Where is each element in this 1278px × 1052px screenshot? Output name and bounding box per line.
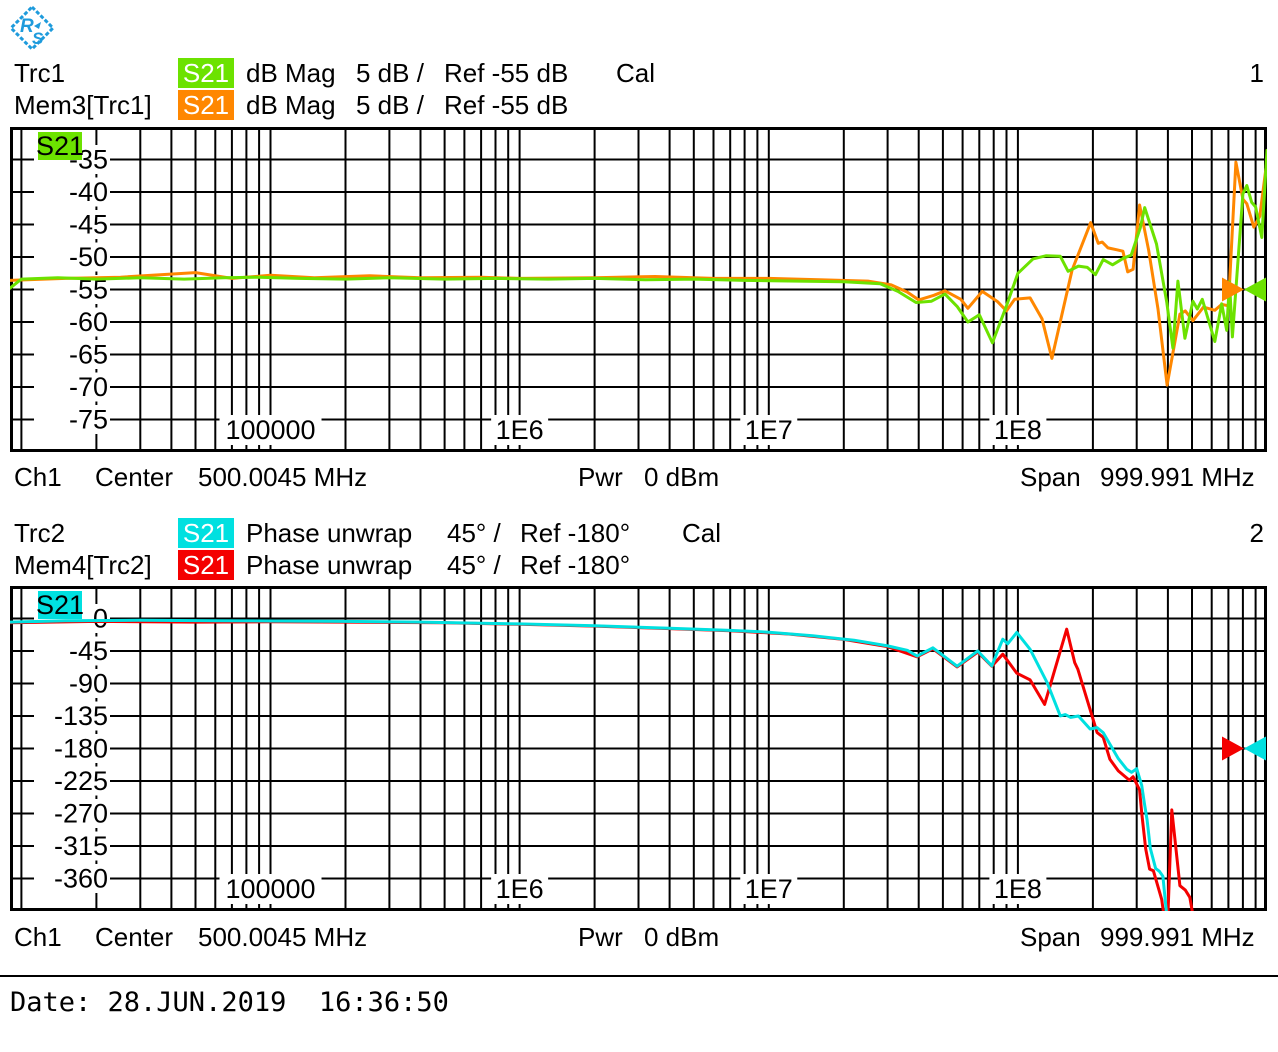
trace2-cal-flag: Cal xyxy=(682,518,722,548)
trace1-ref: Ref -55 dB xyxy=(444,58,569,88)
mem3-meas-badge: S21 xyxy=(178,90,234,120)
svg-text:R: R xyxy=(20,16,34,37)
span-label: Span xyxy=(1020,462,1081,492)
svg-text:-135: -135 xyxy=(54,701,108,731)
svg-text:-50: -50 xyxy=(69,242,108,272)
svg-text:100000: 100000 xyxy=(225,874,315,904)
svg-text:S21: S21 xyxy=(36,590,84,620)
mem4-name: Mem4[Trc2] xyxy=(14,550,152,580)
center-value: 500.0045 MHz xyxy=(198,922,368,952)
svg-text:1E7: 1E7 xyxy=(745,874,793,904)
trace2-format: Phase unwrap xyxy=(246,518,413,548)
mem3-name: Mem3[Trc1] xyxy=(14,90,152,120)
trace1-scale: 5 dB / xyxy=(356,58,424,88)
footer-divider xyxy=(0,975,1278,977)
svg-text:1E7: 1E7 xyxy=(745,415,793,445)
svg-text:100000: 100000 xyxy=(225,415,315,445)
svg-text:1E8: 1E8 xyxy=(994,874,1042,904)
trace1-format: dB Mag xyxy=(246,58,336,88)
diagram1-number: 1 xyxy=(1249,58,1264,88)
pwr-value: 0 dBm xyxy=(644,922,720,952)
svg-text:-75: -75 xyxy=(69,405,108,435)
screenshot-date: Date: 28.JUN.2019 16:36:50 xyxy=(10,987,449,1018)
mem3-ref: Ref -55 dB xyxy=(444,90,569,120)
svg-text:-45: -45 xyxy=(69,636,108,666)
center-label: Center xyxy=(95,922,174,952)
pwr-label: Pwr xyxy=(578,462,623,492)
pwr-label: Pwr xyxy=(578,922,623,952)
svg-text:1E6: 1E6 xyxy=(496,874,544,904)
svg-text:-180: -180 xyxy=(54,734,108,764)
svg-text:-40: -40 xyxy=(69,177,108,207)
mem3-scale: 5 dB / xyxy=(356,90,424,120)
svg-text:0: 0 xyxy=(93,604,108,634)
center-label: Center xyxy=(95,462,174,492)
pwr-value: 0 dBm xyxy=(644,462,720,492)
diagram2-number: 2 xyxy=(1249,518,1264,548)
svg-text:-270: -270 xyxy=(54,799,108,829)
trace2-meas-badge: S21 xyxy=(178,518,234,548)
span-value: 999.991 MHz xyxy=(1100,922,1255,952)
trace2-scale: 45° / xyxy=(447,518,501,548)
phase-chart: 0-45-90-135-180-225-270-315-360 100000 1E6… xyxy=(10,586,1267,911)
mem3-format: dB Mag xyxy=(246,90,336,120)
svg-text:-65: -65 xyxy=(69,340,108,370)
trace1-cal-flag: Cal xyxy=(616,58,656,88)
svg-text:-60: -60 xyxy=(69,307,108,337)
svg-text:1E6: 1E6 xyxy=(496,415,544,445)
svg-text:-90: -90 xyxy=(69,669,108,699)
trace2-name: Trc2 xyxy=(14,518,66,548)
trace1-name: Trc1 xyxy=(14,58,66,88)
trace1-meas-badge: S21 xyxy=(178,58,234,88)
svg-text:-70: -70 xyxy=(69,372,108,402)
mem4-ref: Ref -180° xyxy=(520,550,631,580)
svg-text:1E8: 1E8 xyxy=(994,415,1042,445)
svg-text:-315: -315 xyxy=(54,831,108,861)
span-value: 999.991 MHz xyxy=(1100,462,1255,492)
magnitude-chart: -35-40-45-50-55-60-65-70-75 100000 1E6 1E7 1… xyxy=(10,127,1267,452)
center-value: 500.0045 MHz xyxy=(198,462,368,492)
svg-text:S: S xyxy=(32,29,44,48)
rohde-schwarz-logo-icon: R S xyxy=(8,4,56,52)
svg-text:S21: S21 xyxy=(36,131,84,161)
svg-text:-45: -45 xyxy=(69,210,108,240)
trace2-ref: Ref -180° xyxy=(520,518,631,548)
channel-label: Ch1 xyxy=(14,462,62,492)
mem4-meas-badge: S21 xyxy=(178,550,234,580)
svg-text:-225: -225 xyxy=(54,766,108,796)
span-label: Span xyxy=(1020,922,1081,952)
mem4-scale: 45° / xyxy=(447,550,501,580)
channel-label: Ch1 xyxy=(14,922,62,952)
svg-text:-360: -360 xyxy=(54,864,108,894)
mem4-format: Phase unwrap xyxy=(246,550,413,580)
